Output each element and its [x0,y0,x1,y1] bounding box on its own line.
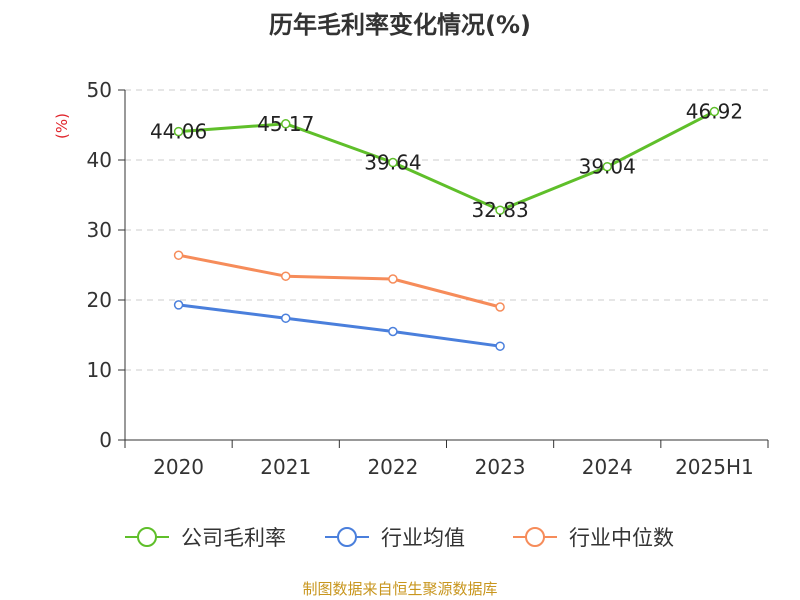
data-point [173,300,184,310]
data-point [388,326,398,337]
data-point [495,341,505,351]
data-label: 44.06 [150,120,207,144]
series-line-1 [178,303,501,348]
series-lines [173,106,720,351]
legend-item: 行业均值 [325,526,465,550]
legend-item: 公司毛利率 [125,526,286,550]
x-tick-label: 2023 [475,455,526,479]
legend-label: 行业均值 [381,526,465,550]
data-point [281,119,291,129]
x-tick-label: 2024 [582,455,633,479]
series-line-2 [178,253,501,309]
axes: 0 10 20 30 40 50 2020 2021 2022 2023 2024 2025H1 [87,78,769,479]
x-tick-label: 2022 [367,455,418,479]
data-label: 39.64 [364,151,421,175]
y-tick-label: 20 [87,288,112,312]
data-label: 45.17 [257,112,314,136]
data-label: 46.92 [686,100,743,124]
legend-marker-icon [525,527,545,547]
legend-item: 行业中位数 [513,526,674,550]
data-point [709,106,720,117]
legend-marker-icon [337,527,357,547]
chart-title: 历年毛利率变化情况(%) [269,11,531,39]
data-label: 32.83 [471,198,528,222]
y-tick-label: 30 [87,218,112,242]
data-point [281,271,291,281]
x-tick-label: 2020 [153,455,204,479]
y-tick-label: 10 [87,358,112,382]
x-tick-label: 2025H1 [675,455,754,479]
series-line-0 [178,110,716,212]
data-labels: 44.06 45.17 39.64 32.83 39.04 46.92 [150,100,743,223]
data-point [281,313,291,323]
data-point [388,274,398,284]
data-point [602,161,612,172]
data-point [173,126,184,137]
data-label: 39.04 [579,155,636,179]
legend-label: 行业中位数 [569,526,674,550]
data-point [495,205,505,215]
grid-lines [125,89,768,371]
y-axis-unit: (%) [53,113,71,139]
x-tick-label: 2021 [260,455,311,479]
legend-marker-icon [137,527,157,547]
y-tick-label: 40 [87,148,112,172]
data-point [388,157,398,168]
legend-label: 公司毛利率 [181,526,286,550]
data-point [495,302,505,312]
y-tick-label: 0 [99,428,112,452]
data-source-footer: 制图数据来自恒生聚源数据库 [302,580,497,598]
legend: 公司毛利率 行业均值 行业中位数 [125,526,674,550]
y-tick-label: 50 [87,78,112,102]
data-point [173,250,184,260]
